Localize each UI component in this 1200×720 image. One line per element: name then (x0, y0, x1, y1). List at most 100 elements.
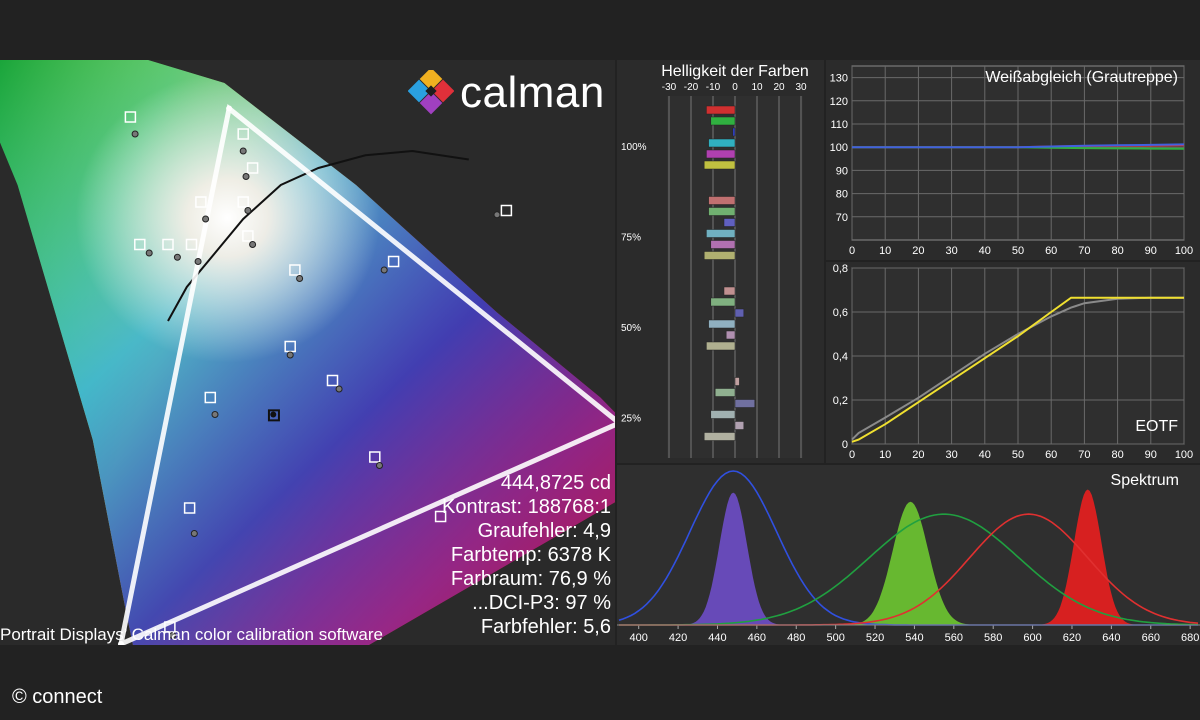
measured-point (194, 258, 202, 265)
stat-gray-error: Graufehler: 4,9 (477, 520, 611, 542)
target-square (164, 621, 176, 633)
brightness-x-tick: -30 (662, 82, 677, 93)
stat-contrast: Kontrast: 188768:1 (441, 496, 611, 518)
brightness-bar (734, 421, 745, 430)
brightness-bar (706, 105, 736, 115)
x-tick-label: 0 (849, 449, 855, 461)
spectrum-x-tick-label: 560 (945, 632, 963, 644)
white-balance-panel: 0 10 20 30 40 50 60 70 80 90 100 70 80 90 100 110 120 130… (826, 60, 1200, 260)
brightness-bar (710, 116, 736, 126)
white-measured-point (270, 411, 277, 418)
x-tick-label: 60 (1045, 449, 1057, 461)
white-balance-chart: 0 10 20 30 40 50 60 70 80 90 100 70 80 90 100 110 120 130… (830, 65, 1193, 257)
calman-logo: calman (408, 68, 605, 118)
brightness-y-label: 100% (621, 142, 647, 153)
y-tick-label: 130 (830, 73, 848, 85)
y-tick-label: 80 (836, 189, 848, 201)
spectrum-x-tick-label: 660 (1142, 632, 1160, 644)
measurement-stats: 444,8725 cd Kontrast: 188768:1 Graufehle… (442, 471, 611, 639)
eotf-title: EOTF (1135, 418, 1178, 435)
y-tick-label: 70 (836, 212, 848, 224)
calman-logo-text: calman (460, 68, 605, 117)
brightness-bar (734, 399, 756, 408)
x-tick-label: 60 (1045, 245, 1057, 257)
brightness-bar (710, 410, 736, 419)
target-square (134, 238, 146, 251)
brightness-bar (732, 127, 736, 137)
image-credit: © connect (12, 686, 103, 708)
measured-point (202, 215, 210, 223)
spectrum-chart: 400 420 440 460 480 500 520 540 560 580 600 620 640 6… (617, 465, 1200, 644)
y-tick-label: 110 (830, 119, 848, 131)
spectrum-panel: 400 420 440 460 480 500 520 540 560 580 600 620 640 6… (617, 465, 1200, 645)
caption: Portrait Displays’ Calman color calibrat… (0, 625, 383, 644)
brightness-bar (708, 319, 736, 329)
target-square (242, 230, 254, 242)
measured-point (173, 253, 181, 261)
x-tick-label: 30 (945, 449, 957, 461)
spectrum-x-tick-label: 680 (1181, 632, 1199, 644)
target-square (195, 196, 207, 208)
brightness-bar (708, 207, 736, 216)
target-square (387, 255, 400, 268)
eotf-chart: 0 10 20 30 40 50 60 70 80 90 100 0 0,2 0,4 0,6 0,8 EOTF (833, 263, 1193, 461)
x-tick-label: 0 (849, 245, 855, 257)
x-tick-label: 40 (979, 245, 991, 257)
target-square (500, 204, 513, 217)
brightness-bar (723, 218, 736, 227)
measured-point (380, 266, 388, 274)
spectrum-peak (678, 492, 789, 625)
measured-point (335, 385, 343, 393)
cie-diagram-panel: calman 444,8725 cd Kontrast: 188768:1 Gr… (0, 60, 615, 645)
brightness-x-tick: 0 (732, 82, 738, 93)
stat-luminance: 444,8725 cd (500, 472, 611, 494)
series-line (852, 143, 1185, 149)
x-tick-label: 20 (912, 449, 924, 461)
x-tick-label: 90 (1145, 449, 1157, 461)
y-tick-label: 100 (830, 142, 848, 154)
measured-point (242, 173, 250, 180)
white-target-square (267, 409, 280, 422)
spectrum-x-tick-label: 580 (984, 632, 1002, 644)
spectrum-x-tick-label: 640 (1102, 632, 1120, 644)
target-square (246, 162, 259, 174)
x-tick-label: 70 (1078, 449, 1090, 461)
spectrum-x-tick-label: 540 (905, 632, 923, 644)
measured-point (296, 275, 304, 282)
x-tick-label: 50 (1012, 449, 1024, 461)
x-tick-label: 10 (879, 245, 891, 257)
measured-point (169, 632, 177, 639)
target-square (326, 374, 339, 387)
brightness-bar (706, 341, 736, 351)
measured-point (249, 241, 257, 248)
measured-point (131, 130, 139, 138)
gamut-vertex (118, 641, 124, 645)
target-square (237, 128, 249, 140)
brightness-x-tick: -10 (706, 82, 721, 93)
gamut-vertex (226, 105, 233, 112)
brightness-bar (706, 149, 736, 159)
target-square (369, 451, 381, 463)
y-tick-label: 0,8 (833, 263, 848, 275)
y-tick-label: 0,6 (833, 307, 848, 319)
target-square (289, 264, 301, 276)
stat-dci-p3: ...DCI-P3: 97 % (472, 592, 611, 614)
brightness-bar (734, 377, 740, 386)
measured-point (211, 411, 219, 418)
spectrum-x-tick-label: 520 (866, 632, 884, 644)
stat-color-error: Farbfehler: 5,6 (480, 616, 611, 638)
spectrum-x-tick-label: 400 (630, 632, 648, 644)
y-tick-label: 120 (830, 96, 848, 108)
calman-logo-icon (408, 70, 454, 115)
spectrum-x-tick-label: 500 (826, 632, 844, 644)
brightness-chart: Helligkeit der Farben -30 -20 -10 0 10 20 30 10… (621, 63, 809, 458)
spectrum-peak (839, 501, 982, 625)
brightness-title: Helligkeit der Farben (661, 63, 809, 80)
measured-point (376, 462, 383, 469)
x-tick-label: 80 (1111, 449, 1123, 461)
y-tick-label: 0,2 (833, 395, 848, 407)
target-square (237, 196, 249, 208)
x-tick-label: 30 (945, 245, 957, 257)
brightness-bar (725, 330, 736, 340)
measured-point (239, 147, 247, 155)
